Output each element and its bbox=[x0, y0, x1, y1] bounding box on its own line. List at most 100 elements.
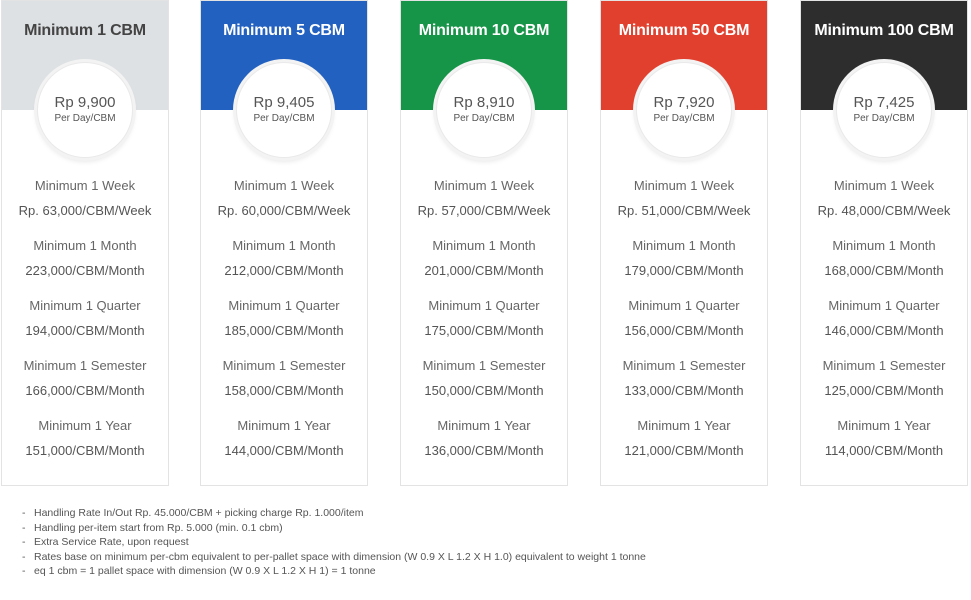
tier-label: Minimum 1 Quarter bbox=[828, 298, 940, 313]
tier-item: Minimum 1 Year 151,000/CBM/Month bbox=[2, 416, 168, 476]
note-item: - Handling per-item start from Rp. 5.000 … bbox=[22, 521, 646, 536]
price-amount: Rp 9,900 bbox=[54, 94, 116, 111]
price-badge: Rp 8,910 Per Day/CBM bbox=[436, 62, 532, 158]
tier-rate: 114,000/CBM/Month bbox=[824, 443, 944, 458]
tier-item: Minimum 1 Year 121,000/CBM/Month bbox=[601, 416, 767, 476]
tier-item: Minimum 1 Semester 125,000/CBM/Month bbox=[801, 356, 967, 416]
tier-item: Minimum 1 Semester 158,000/CBM/Month bbox=[201, 356, 367, 416]
tier-rate: 133,000/CBM/Month bbox=[624, 383, 744, 398]
price-amount: Rp 9,405 bbox=[253, 94, 315, 111]
tier-rate: 166,000/CBM/Month bbox=[25, 383, 145, 398]
tier-list: Minimum 1 Week Rp. 60,000/CBM/Week Minimu… bbox=[201, 176, 367, 476]
tier-label: Minimum 1 Week bbox=[633, 178, 735, 193]
tier-item: Minimum 1 Week Rp. 63,000/CBM/Week bbox=[2, 176, 168, 236]
price-unit: Per Day/CBM bbox=[853, 113, 915, 124]
tier-rate: 144,000/CBM/Month bbox=[224, 443, 344, 458]
tier-item: Minimum 1 Quarter 185,000/CBM/Month bbox=[201, 296, 367, 356]
tier-item: Minimum 1 Year 136,000/CBM/Month bbox=[401, 416, 567, 476]
tier-item: Minimum 1 Semester 166,000/CBM/Month bbox=[2, 356, 168, 416]
tier-rate: 136,000/CBM/Month bbox=[424, 443, 544, 458]
tier-item: Minimum 1 Semester 150,000/CBM/Month bbox=[401, 356, 567, 416]
tier-label: Minimum 1 Year bbox=[437, 418, 531, 433]
price-badge: Rp 9,900 Per Day/CBM bbox=[37, 62, 133, 158]
tier-label: Minimum 1 Month bbox=[432, 238, 536, 253]
tier-list: Minimum 1 Week Rp. 63,000/CBM/Week Minimu… bbox=[2, 176, 168, 476]
tier-label: Minimum 1 Quarter bbox=[29, 298, 141, 313]
tier-item: Minimum 1 Month 179,000/CBM/Month bbox=[601, 236, 767, 296]
tier-item: Minimum 1 Quarter 175,000/CBM/Month bbox=[401, 296, 567, 356]
tier-rate: 175,000/CBM/Month bbox=[424, 323, 544, 338]
tier-label: Minimum 1 Quarter bbox=[628, 298, 740, 313]
pricing-plans: Minimum 1 CBM Rp 9,900 Per Day/CBM Minim… bbox=[1, 0, 968, 486]
tier-label: Minimum 1 Semester bbox=[622, 358, 746, 373]
tier-item: Minimum 1 Semester 133,000/CBM/Month bbox=[601, 356, 767, 416]
plan-header: Minimum 50 CBM Rp 7,920 Per Day/CBM bbox=[601, 1, 767, 158]
tier-label: Minimum 1 Year bbox=[38, 418, 132, 433]
price-badge: Rp 7,920 Per Day/CBM bbox=[636, 62, 732, 158]
pricing-notes: - Handling Rate In/Out Rp. 45.000/CBM + p… bbox=[22, 506, 646, 579]
tier-label: Minimum 1 Quarter bbox=[428, 298, 540, 313]
plan-header: Minimum 5 CBM Rp 9,405 Per Day/CBM bbox=[201, 1, 367, 158]
tier-label: Minimum 1 Semester bbox=[422, 358, 546, 373]
tier-rate: Rp. 51,000/CBM/Week bbox=[617, 203, 751, 218]
tier-rate: Rp. 60,000/CBM/Week bbox=[217, 203, 351, 218]
plan-card-50cbm: Minimum 50 CBM Rp 7,920 Per Day/CBM Mini… bbox=[600, 0, 768, 486]
plan-card-10cbm: Minimum 10 CBM Rp 8,910 Per Day/CBM Mini… bbox=[400, 0, 568, 486]
plan-title: Minimum 100 CBM bbox=[814, 22, 954, 39]
tier-rate: 185,000/CBM/Month bbox=[224, 323, 344, 338]
tier-item: Minimum 1 Week Rp. 60,000/CBM/Week bbox=[201, 176, 367, 236]
plan-card-100cbm: Minimum 100 CBM Rp 7,425 Per Day/CBM Min… bbox=[800, 0, 968, 486]
tier-item: Minimum 1 Quarter 146,000/CBM/Month bbox=[801, 296, 967, 356]
tier-label: Minimum 1 Month bbox=[832, 238, 936, 253]
tier-label: Minimum 1 Semester bbox=[222, 358, 346, 373]
tier-rate: 201,000/CBM/Month bbox=[424, 263, 544, 278]
tier-item: Minimum 1 Week Rp. 48,000/CBM/Week bbox=[801, 176, 967, 236]
tier-label: Minimum 1 Semester bbox=[23, 358, 147, 373]
tier-rate: 156,000/CBM/Month bbox=[624, 323, 744, 338]
tier-item: Minimum 1 Year 144,000/CBM/Month bbox=[201, 416, 367, 476]
price-unit: Per Day/CBM bbox=[453, 113, 515, 124]
tier-item: Minimum 1 Year 114,000/CBM/Month bbox=[801, 416, 967, 476]
tier-label: Minimum 1 Year bbox=[237, 418, 331, 433]
tier-list: Minimum 1 Week Rp. 51,000/CBM/Week Minimu… bbox=[601, 176, 767, 476]
plan-card-5cbm: Minimum 5 CBM Rp 9,405 Per Day/CBM Minim… bbox=[200, 0, 368, 486]
tier-rate: 194,000/CBM/Month bbox=[25, 323, 145, 338]
tier-rate: 179,000/CBM/Month bbox=[624, 263, 744, 278]
plan-title: Minimum 10 CBM bbox=[418, 22, 550, 39]
note-bullet: - bbox=[22, 521, 26, 534]
plan-title: Minimum 50 CBM bbox=[618, 22, 750, 39]
note-item: - Rates base on minimum per-cbm equivalen… bbox=[22, 550, 646, 565]
note-item: - Handling Rate In/Out Rp. 45.000/CBM + p… bbox=[22, 506, 646, 521]
tier-item: Minimum 1 Quarter 194,000/CBM/Month bbox=[2, 296, 168, 356]
tier-label: Minimum 1 Month bbox=[33, 238, 137, 253]
tier-item: Minimum 1 Month 201,000/CBM/Month bbox=[401, 236, 567, 296]
tier-list: Minimum 1 Week Rp. 57,000/CBM/Week Minimu… bbox=[401, 176, 567, 476]
tier-item: Minimum 1 Month 212,000/CBM/Month bbox=[201, 236, 367, 296]
tier-rate: 212,000/CBM/Month bbox=[224, 263, 344, 278]
tier-rate: 168,000/CBM/Month bbox=[824, 263, 944, 278]
plan-title: Minimum 5 CBM bbox=[223, 22, 345, 39]
tier-item: Minimum 1 Week Rp. 57,000/CBM/Week bbox=[401, 176, 567, 236]
tier-rate: Rp. 48,000/CBM/Week bbox=[817, 203, 951, 218]
tier-label: Minimum 1 Month bbox=[632, 238, 736, 253]
note-bullet: - bbox=[22, 550, 26, 563]
tier-item: Minimum 1 Month 223,000/CBM/Month bbox=[2, 236, 168, 296]
note-text: eq 1 cbm = 1 pallet space with dimension… bbox=[34, 565, 376, 577]
price-unit: Per Day/CBM bbox=[253, 113, 315, 124]
tier-item: Minimum 1 Month 168,000/CBM/Month bbox=[801, 236, 967, 296]
tier-label: Minimum 1 Week bbox=[433, 178, 535, 193]
note-text: Rates base on minimum per-cbm equivalent… bbox=[34, 550, 646, 563]
plan-card-1cbm: Minimum 1 CBM Rp 9,900 Per Day/CBM Minim… bbox=[1, 0, 169, 486]
price-amount: Rp 8,910 bbox=[453, 94, 515, 111]
tier-rate: Rp. 63,000/CBM/Week bbox=[18, 203, 152, 218]
plan-header: Minimum 100 CBM Rp 7,425 Per Day/CBM bbox=[801, 1, 967, 158]
tier-item: Minimum 1 Quarter 156,000/CBM/Month bbox=[601, 296, 767, 356]
note-text: Handling per-item start from Rp. 5.000 (… bbox=[34, 521, 283, 534]
tier-label: Minimum 1 Week bbox=[233, 178, 335, 193]
plan-title: Minimum 1 CBM bbox=[24, 22, 146, 39]
note-text: Handling Rate In/Out Rp. 45.000/CBM + pi… bbox=[34, 507, 364, 519]
note-text: Extra Service Rate, upon request bbox=[34, 536, 189, 548]
tier-rate: 151,000/CBM/Month bbox=[25, 443, 145, 458]
plan-header: Minimum 10 CBM Rp 8,910 Per Day/CBM bbox=[401, 1, 567, 158]
tier-label: Minimum 1 Month bbox=[232, 238, 336, 253]
